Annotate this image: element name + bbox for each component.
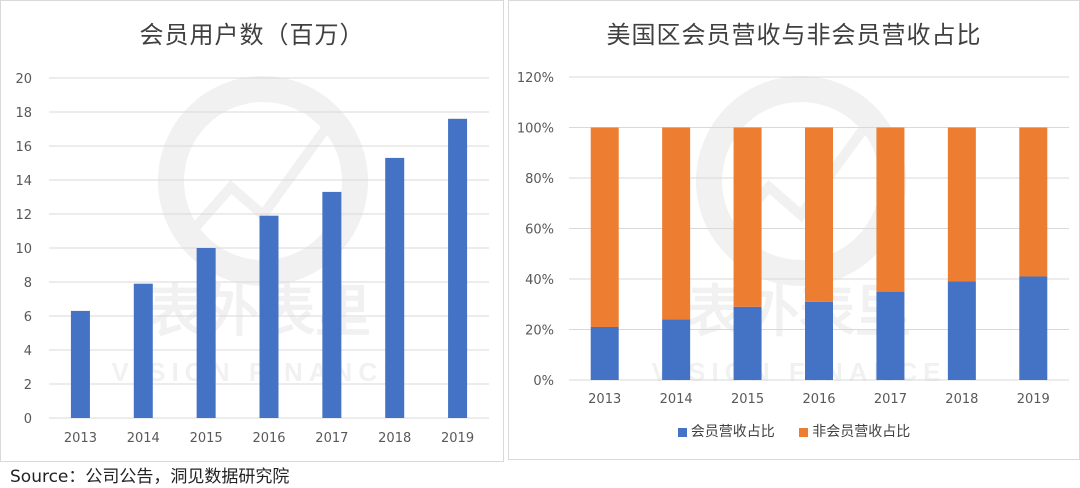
y-tick-label: 60%	[525, 223, 554, 238]
y-tick-label: 14	[15, 174, 32, 189]
y-tick-label: 40%	[525, 273, 554, 288]
bar-member	[805, 301, 833, 380]
bar-member	[947, 281, 976, 380]
bar-member	[590, 326, 619, 380]
x-tick-label: 2016	[252, 431, 285, 446]
x-tick-label: 2017	[874, 392, 907, 407]
bar	[385, 157, 405, 418]
bar	[259, 215, 279, 418]
bar-non-member	[662, 127, 691, 320]
revenue-share-chart: 表外表里 VISION FINANCE 0%20%40%60%80%100%12…	[517, 71, 1069, 407]
y-tick-label: 0%	[533, 374, 554, 389]
x-tick-label: 2019	[1017, 392, 1050, 407]
x-tick-label: 2017	[315, 431, 348, 446]
y-tick-label: 10	[15, 242, 32, 257]
watermark-logo: 表外表里 VISION FINANCE	[112, 76, 407, 387]
svg-text:VISION FINANCE: VISION FINANCE	[112, 357, 407, 387]
bar-non-member	[947, 127, 976, 282]
bar-non-member	[1019, 127, 1048, 277]
y-tick-label: 120%	[517, 71, 554, 86]
bar	[133, 283, 153, 418]
bar-member	[733, 306, 762, 380]
y-tick-label: 4	[24, 344, 32, 359]
bar-non-member	[590, 127, 619, 327]
member-users-chart-title: 会员用户数（百万）	[139, 21, 365, 49]
legend-swatch-non-member	[799, 427, 809, 437]
y-tick-label: 16	[15, 140, 32, 155]
x-tick-label: 2018	[378, 431, 411, 446]
bar-non-member	[876, 127, 905, 292]
y-tick-label: 2	[24, 378, 32, 393]
x-tick-label: 2018	[945, 392, 978, 407]
legend-swatch-member	[677, 427, 687, 437]
y-tick-label: 12	[15, 208, 32, 223]
legend-label-member: 会员营收占比	[690, 424, 775, 440]
y-tick-label: 0	[24, 412, 32, 427]
y-tick-label: 20	[15, 72, 32, 87]
x-tick-label: 2013	[588, 392, 621, 407]
x-tick-label: 2015	[731, 392, 764, 407]
bar-non-member	[733, 127, 762, 307]
svg-text:表外表里: 表外表里	[687, 280, 911, 343]
x-tick-label: 2019	[441, 431, 474, 446]
bar	[196, 248, 216, 418]
x-tick-label: 2015	[190, 431, 223, 446]
bar-non-member	[805, 127, 833, 302]
y-tick-label: 18	[15, 106, 32, 121]
y-tick-label: 80%	[525, 172, 554, 187]
source-note: Source：公司公告，洞见数据研究院	[10, 467, 290, 487]
revenue-share-chart-panel: 美国区会员营收与非会员营收占比 表外表里 VISION FINANCE 0% 20…	[508, 0, 1080, 460]
x-tick-label: 2014	[660, 392, 693, 407]
legend-item-member: 会员营收占比	[677, 421, 775, 441]
y-tick-label: 20%	[525, 324, 554, 339]
bar-member	[662, 319, 691, 380]
legend-label-non-member: 非会员营收占比	[812, 424, 911, 440]
x-tick-label: 2013	[64, 431, 97, 446]
x-tick-label: 2016	[802, 392, 835, 407]
bar	[448, 118, 468, 419]
member-users-chart: 表外表里 VISION FINANCE 0 2 4 6 8 10 12 14 16 18 20 20…	[15, 72, 489, 446]
member-users-chart-panel: 会员用户数（百万） 表外表里 VISION FINANCE 0 2 4 6 8 10 12 1…	[0, 0, 504, 462]
bar-member	[876, 291, 905, 380]
bar	[70, 310, 90, 418]
y-tick-label: 100%	[517, 122, 554, 137]
y-tick-label: 8	[24, 276, 32, 291]
legend-item-non-member: 非会员营收占比	[799, 421, 910, 441]
bar-member	[1019, 276, 1048, 380]
revenue-share-chart-title: 美国区会员营收与非会员营收占比	[606, 21, 982, 49]
x-tick-label: 2014	[127, 431, 160, 446]
bar	[322, 191, 342, 418]
y-tick-label: 6	[24, 310, 32, 325]
revenue-share-legend: 会员营收占比 非会员营收占比	[509, 421, 1079, 441]
